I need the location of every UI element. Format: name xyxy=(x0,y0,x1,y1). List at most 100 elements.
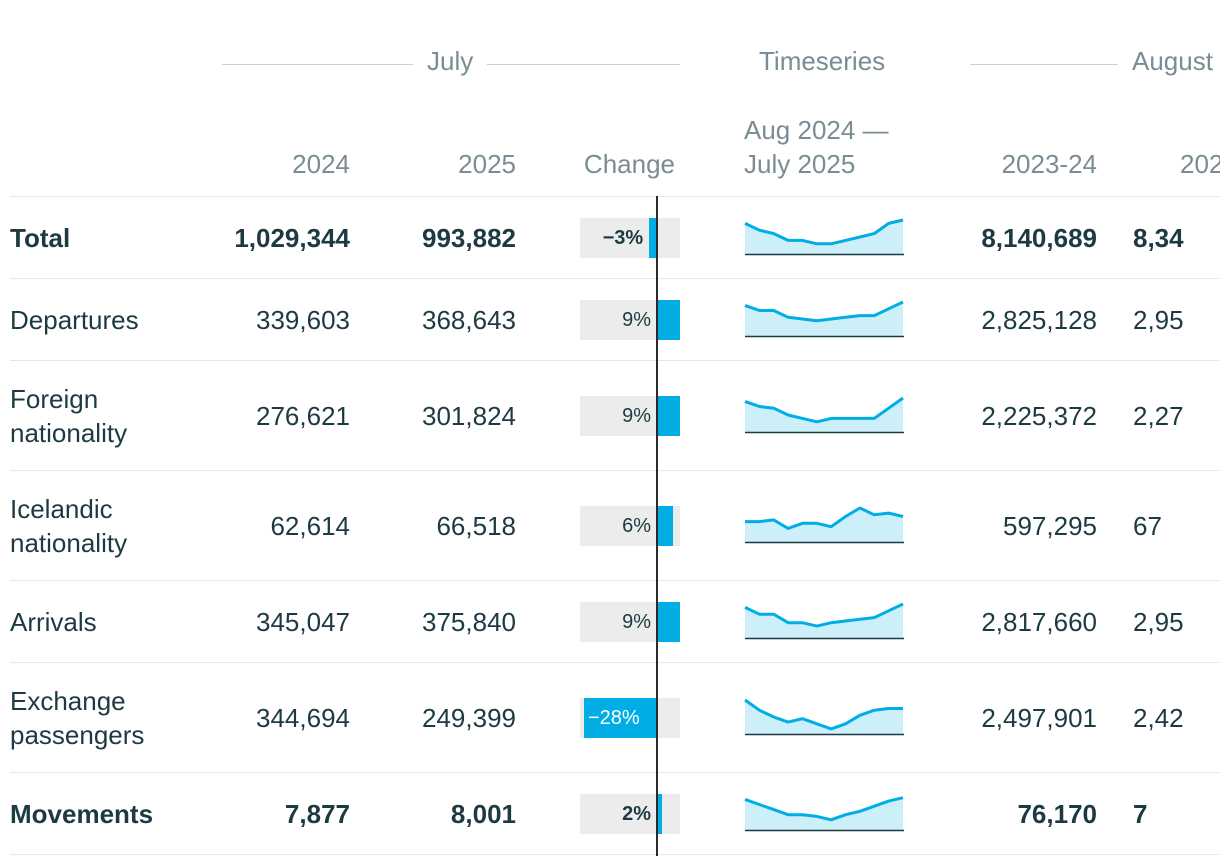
value-august-2023-24: 8,140,689 xyxy=(981,223,1097,253)
sparkline-area xyxy=(745,220,903,254)
august-group-header: August xyxy=(1118,46,1220,77)
value-august-2024-25: 8,34 xyxy=(1133,223,1184,253)
row-divider xyxy=(10,662,1220,663)
row-label-line1: Exchange xyxy=(10,686,126,716)
value-august-2024-25: 2,95 xyxy=(1133,607,1184,637)
value-august-2023-24: 2,225,372 xyxy=(981,401,1097,431)
value-august-2024-25: 2,42 xyxy=(1133,703,1184,733)
col-header-timeseries-range-line2: July 2025 xyxy=(744,149,856,179)
sparkline xyxy=(745,506,904,544)
change-bar-fill xyxy=(584,698,657,738)
value-august-2024-25: 2,27 xyxy=(1133,401,1184,431)
row-label-line2: passengers xyxy=(10,720,145,750)
sparkline xyxy=(744,796,904,832)
row-label-line1: Arrivals xyxy=(10,607,97,637)
row-label-line2: nationality xyxy=(10,528,128,558)
row-label: Icelandic nationality xyxy=(10,492,127,560)
row-label-line1: Departures xyxy=(10,305,139,335)
timeseries-group-header: Timeseries xyxy=(745,46,900,77)
row-label-line1: Total xyxy=(10,223,71,253)
row-divider xyxy=(10,470,1220,471)
col-header-change: Change xyxy=(583,149,675,179)
row-label: Foreign nationality xyxy=(10,382,127,450)
change-value: −28% xyxy=(588,707,640,729)
value-july-2024: 344,694 xyxy=(256,703,350,733)
change-value: −3% xyxy=(602,227,644,249)
row-label: Departures xyxy=(10,303,139,337)
value-august-2023-24: 2,825,128 xyxy=(981,305,1097,335)
value-august-2024-25: 67 xyxy=(1133,511,1162,541)
sparkline-line xyxy=(744,218,904,246)
value-july-2025: 301,824 xyxy=(422,401,516,431)
sparkline-area xyxy=(745,398,903,432)
row-label-line1: Foreign xyxy=(10,384,99,414)
col-header-2024: 2024 xyxy=(292,149,350,179)
value-july-2024: 1,029,344 xyxy=(234,223,350,253)
change-zero-axis xyxy=(656,196,658,856)
sparkline xyxy=(744,300,904,338)
value-august-2024-25: 2,95 xyxy=(1133,305,1184,335)
sparkline-area xyxy=(745,797,903,830)
value-july-2024: 7,877 xyxy=(284,799,350,829)
value-august-2023-24: 76,170 xyxy=(1017,799,1097,829)
sparkline xyxy=(744,698,904,736)
august-group-rule xyxy=(970,64,1220,65)
row-label-line1: Icelandic xyxy=(10,494,113,524)
value-july-2024: 345,047 xyxy=(256,607,350,637)
change-bar-fill xyxy=(657,300,681,340)
sparkline-area xyxy=(745,302,903,336)
row-divider xyxy=(10,196,1220,197)
row-label: Arrivals xyxy=(10,605,97,639)
sparkline-line xyxy=(744,602,904,628)
change-value: 9% xyxy=(622,309,651,331)
sparkline xyxy=(744,218,904,256)
row-divider xyxy=(10,580,1220,581)
value-july-2025: 66,518 xyxy=(436,511,516,541)
change-value: 9% xyxy=(622,611,651,633)
col-header-2023-24: 2023-24 xyxy=(1001,149,1097,179)
row-divider xyxy=(10,360,1220,361)
row-divider xyxy=(10,772,1220,773)
value-july-2025: 368,643 xyxy=(422,305,516,335)
value-july-2025: 993,882 xyxy=(422,223,516,253)
row-divider xyxy=(10,854,1220,855)
change-bar-fill xyxy=(657,794,663,834)
value-august-2024-25: 7 xyxy=(1133,799,1148,829)
value-july-2024: 276,621 xyxy=(256,401,350,431)
change-bar-fill xyxy=(657,602,681,642)
july-group-header: July xyxy=(413,46,488,77)
change-value: 6% xyxy=(622,515,651,537)
change-bar-background xyxy=(580,794,680,834)
change-bar-background xyxy=(580,218,680,258)
row-label-line1: Movements xyxy=(10,799,154,829)
change-value: 2% xyxy=(622,803,651,825)
sparkline-area xyxy=(745,700,903,734)
sparkline-line xyxy=(744,796,904,822)
row-label: Movements xyxy=(10,797,153,831)
value-august-2023-24: 2,817,660 xyxy=(981,607,1097,637)
sparkline-line xyxy=(744,698,903,731)
row-divider xyxy=(10,278,1220,279)
value-july-2024: 62,614 xyxy=(270,511,350,541)
change-value: 9% xyxy=(622,405,651,427)
col-header-2025: 2025 xyxy=(458,149,516,179)
sparkline-line xyxy=(744,300,904,323)
row-label: Exchange passengers xyxy=(10,684,144,752)
sparkline-area xyxy=(745,604,903,638)
sparkline xyxy=(744,602,904,640)
value-july-2025: 8,001 xyxy=(450,799,516,829)
row-label-line2: nationality xyxy=(10,418,128,448)
value-july-2025: 375,840 xyxy=(422,607,516,637)
value-july-2024: 339,603 xyxy=(256,305,350,335)
change-bar-fill xyxy=(657,506,673,546)
value-august-2023-24: 2,497,901 xyxy=(981,703,1097,733)
col-header-timeseries-range-line1: Aug 2024 — xyxy=(744,115,889,145)
value-july-2025: 249,399 xyxy=(422,703,516,733)
col-header-2024-25: 2024-25 xyxy=(1180,149,1220,179)
sparkline-line xyxy=(745,506,904,530)
sparkline-line xyxy=(744,396,904,424)
value-august-2023-24: 597,295 xyxy=(1003,511,1097,541)
sparkline xyxy=(744,396,904,434)
row-label: Total xyxy=(10,221,70,255)
change-bar-fill xyxy=(649,218,657,258)
